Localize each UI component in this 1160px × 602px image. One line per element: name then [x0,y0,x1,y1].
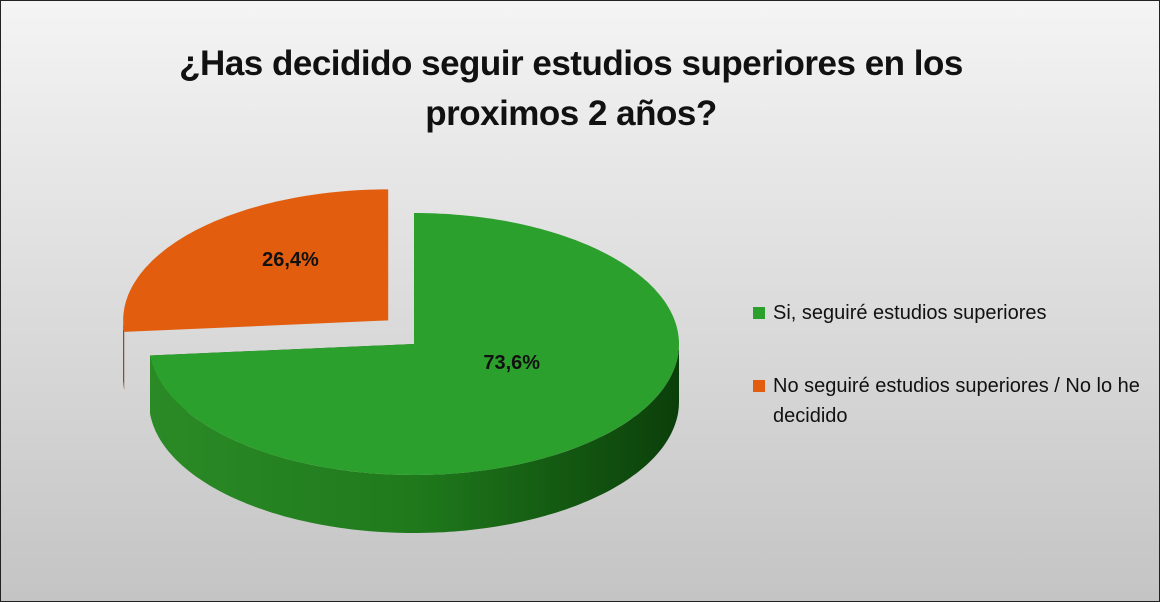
legend-swatch [753,307,765,319]
data-label: 26,4% [262,249,319,271]
legend-label: Si, seguiré estudios superiores [773,302,1047,324]
legend-label: No seguiré estudios superiores / No lo h… [773,375,1140,427]
legend-swatch [753,380,765,392]
legend-item: Si, seguiré estudios superiores [753,298,1143,328]
slice [150,213,679,475]
data-label: 73,6% [483,352,540,374]
chart-title: ¿Has decidido seguir estudios superiores… [179,44,963,133]
slice [123,189,389,332]
slice-side [123,320,125,390]
legend-item: No seguiré estudios superiores / No lo h… [753,371,1143,431]
slice-side [150,344,679,533]
